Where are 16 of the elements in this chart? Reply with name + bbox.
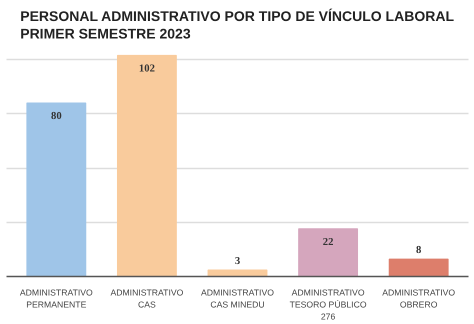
bar	[26, 102, 86, 276]
bar	[116, 54, 177, 276]
data-label: 80	[50, 111, 62, 122]
bar	[298, 228, 358, 276]
x-tick-label: ADMINISTRATIVO CAS	[110, 288, 184, 310]
x-tick-label: ADMINISTRATIVO TESORO PÚBLICO 276	[290, 288, 367, 322]
data-label: 8	[416, 245, 422, 256]
chart-title: PERSONAL ADMINISTRATIVO POR TIPO DE VÍNCULO LABORAL PRIMER SEMESTRE 2023	[20, 8, 454, 42]
data-label: 22	[322, 236, 334, 248]
x-tick-label: ADMINISTRATIVO CAS MINEDU	[201, 288, 274, 310]
data-label: 102	[138, 63, 155, 74]
x-tick-label: ADMINISTRATIVO PERMANENTE	[20, 288, 94, 310]
x-tick-label: ADMINISTRATIVO OBRERO	[382, 288, 456, 310]
data-label: 3	[234, 256, 240, 267]
bar	[388, 258, 449, 276]
bar	[208, 269, 268, 276]
